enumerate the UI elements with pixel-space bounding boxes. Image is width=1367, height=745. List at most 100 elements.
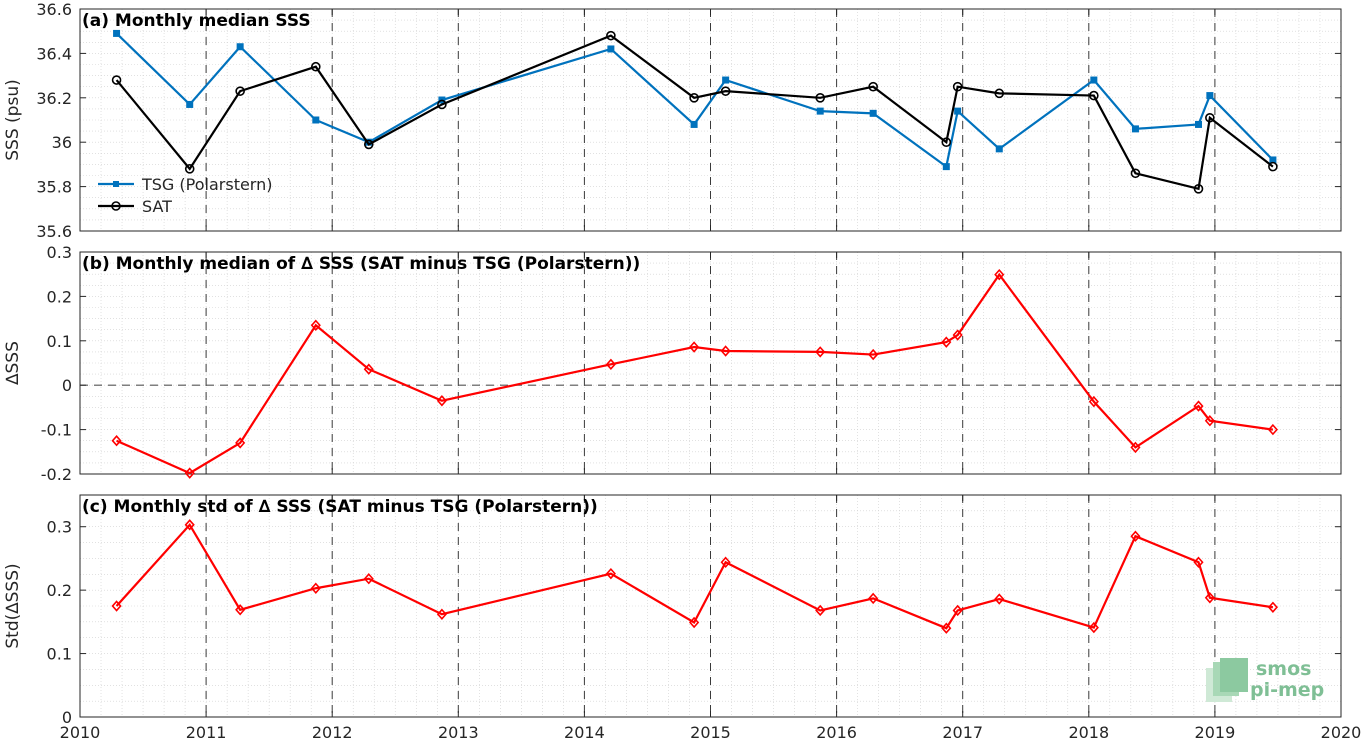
legend-label: TSG (Polarstern) (141, 175, 272, 194)
data-point (437, 99, 447, 110)
x-tick-label: 2015 (690, 723, 731, 742)
y-tick-label: 0.1 (47, 645, 72, 664)
axes-frame (79, 8, 1342, 232)
series-line (115, 522, 1274, 630)
data-point (606, 30, 616, 41)
x-tick-label: 2016 (816, 723, 857, 742)
data-point (1267, 423, 1278, 436)
legend-marker (111, 201, 121, 211)
data-point (310, 582, 321, 594)
panel-a: 35.6 35.8 36 36.2 36.4 36.6 SSS (psu) (a) Month… (3, 0, 1342, 241)
data-point (868, 592, 879, 605)
panel-title: (b) Monthly median of ∆ SSS (SAT minus T… (82, 254, 640, 274)
data-point (952, 329, 963, 341)
data-point (722, 76, 730, 84)
data-point (815, 93, 826, 103)
legend: TSG (Polarstern) SAT (98, 175, 272, 216)
series-line (115, 34, 1274, 191)
y-tick-label: 36.2 (36, 89, 72, 108)
data-point (1204, 415, 1215, 427)
data-point (815, 604, 826, 617)
data-point (689, 93, 699, 103)
y-tick-label: 0.2 (47, 581, 72, 600)
data-point (869, 109, 877, 117)
series-tsg-polarstern (113, 29, 1277, 171)
data-point (868, 348, 879, 361)
data-point (941, 622, 952, 634)
data-point (184, 164, 195, 174)
data-point (1130, 530, 1141, 542)
data-point (941, 336, 952, 348)
data-point (689, 616, 700, 629)
data-point (605, 358, 616, 371)
data-point (111, 75, 122, 85)
y-tick-label: 0.1 (47, 332, 72, 351)
data-point (1193, 400, 1204, 412)
data-point (994, 268, 1005, 281)
data-point (1206, 92, 1214, 100)
x-tick-label: 2012 (312, 723, 353, 742)
data-point (1268, 161, 1278, 172)
data-point (690, 120, 698, 128)
data-point (815, 346, 826, 358)
data-point (1088, 395, 1099, 408)
y-tick-label: 0 (62, 708, 72, 727)
data-point (235, 604, 246, 616)
legend-marker (113, 181, 119, 187)
axes-frame (79, 494, 1342, 718)
data-point (1195, 120, 1203, 128)
data-point (184, 519, 195, 531)
y-tick-label: 36.4 (36, 44, 72, 63)
data-point (310, 319, 321, 331)
data-point (235, 437, 246, 449)
data-point (363, 363, 374, 375)
y-tick-label: 36 (52, 133, 72, 152)
data-point (363, 139, 374, 150)
y-axis-label: SSS (psu) (3, 79, 23, 160)
year-lines (205, 252, 1216, 474)
data-point (236, 43, 244, 51)
data-point (111, 434, 122, 447)
data-point (363, 573, 374, 585)
logo-text-pi-mep: pi-mep (1250, 679, 1324, 701)
data-point (607, 45, 615, 53)
data-point (720, 556, 731, 568)
data-point (1090, 76, 1098, 84)
data-point (1131, 125, 1139, 133)
y-tick-label: 0.3 (47, 518, 72, 537)
data-point (436, 395, 447, 407)
data-point (113, 29, 121, 37)
data-point (1205, 112, 1215, 123)
smos-pi-mep-logo: smos pi-mep (1206, 658, 1324, 702)
series-line (116, 272, 1274, 475)
panel-b: -0.2 -0.1 0 0.1 0.2 0.3 ∆SSS (b) Monthly median… (3, 243, 1342, 484)
x-tick-label: 2017 (942, 723, 983, 742)
y-tick-label: 0.2 (47, 287, 72, 306)
data-point (311, 61, 321, 72)
data-point (720, 86, 731, 96)
y-tick-label: 35.6 (36, 222, 72, 241)
series-delta-sss (111, 268, 1278, 479)
logo-tile-front (1220, 658, 1248, 692)
data-point (1088, 621, 1099, 634)
panel-title: (c) Monthly std of ∆ SSS (SAT minus TSG … (82, 497, 598, 517)
data-point (994, 88, 1005, 99)
x-tick-label: 2020 (1321, 723, 1362, 742)
data-point (1193, 556, 1204, 568)
data-point (995, 145, 1003, 153)
data-point (436, 608, 447, 620)
y-tick-label: 0.3 (47, 243, 72, 262)
x-tick-label: 2014 (564, 723, 605, 742)
data-point (111, 600, 122, 612)
y-tick-label: 35.8 (36, 178, 72, 197)
data-point (312, 116, 320, 124)
data-point (994, 593, 1005, 605)
x-tick-label: 2013 (438, 723, 479, 742)
y-tick-label: -0.1 (41, 421, 72, 440)
year-lines (205, 9, 1216, 231)
legend-label: SAT (142, 197, 172, 216)
data-point (1089, 90, 1099, 101)
data-point (186, 100, 194, 108)
data-point (1267, 601, 1278, 613)
